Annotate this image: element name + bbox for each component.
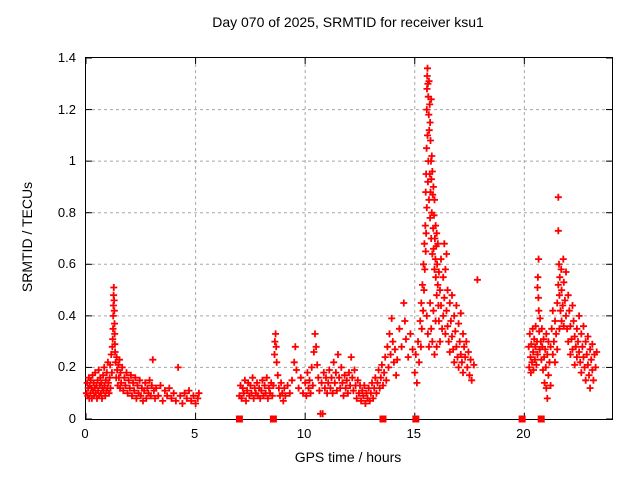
y-tick-label: 1	[68, 153, 76, 169]
y-tick-label: 0.4	[57, 307, 76, 323]
y-tick-label: 0.8	[57, 204, 76, 220]
x-tick-label: 5	[190, 426, 199, 441]
y-tick-label: 0	[68, 411, 76, 426]
plot-area	[82, 57, 613, 423]
zero-flag-square	[235, 415, 243, 423]
x-tick-label: 0	[81, 426, 89, 441]
zero-flag-square	[269, 415, 277, 423]
scatter-points	[82, 64, 601, 418]
x-tick-label: 10	[296, 426, 312, 441]
x-tick-label: 15	[406, 426, 421, 441]
x-tick-label: 20	[516, 426, 531, 441]
zero-flag-square	[412, 415, 420, 423]
scatter-canvas	[82, 57, 612, 423]
zero-flag-square	[379, 415, 387, 423]
y-tick-label: 0.2	[57, 359, 76, 375]
chart-title: Day 070 of 2025, SRMTID for receiver ksu…	[212, 14, 484, 30]
y-tick-label: 1.4	[57, 50, 76, 65]
y-axis-label: SRMTID / TECUs	[19, 181, 35, 293]
zero-flag-square	[537, 415, 545, 423]
x-axis-label: GPS time / hours	[294, 449, 402, 465]
y-tick-label: 0.6	[57, 256, 76, 272]
zero-flag-square	[518, 415, 526, 423]
y-tick-label: 1.2	[57, 101, 76, 117]
